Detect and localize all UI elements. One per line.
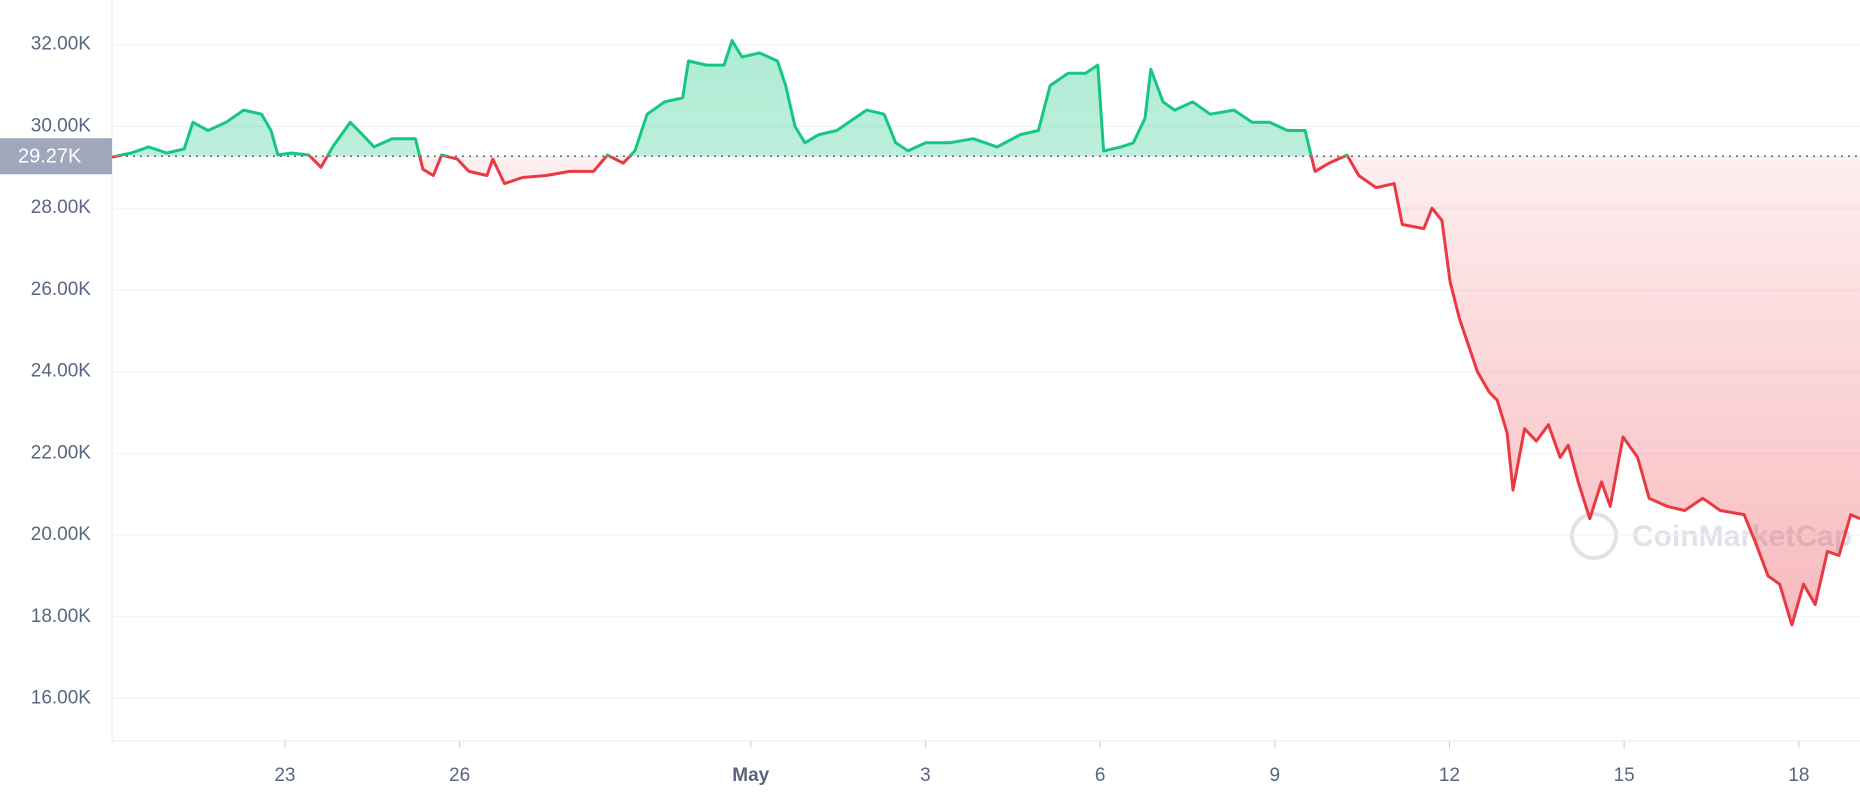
- price-line-up: [111, 39, 1350, 157]
- x-tick-label: 26: [449, 765, 470, 786]
- x-tick-label: 3: [920, 765, 931, 786]
- x-tick-label: 15: [1614, 765, 1635, 786]
- y-tick-label: 28.00K: [31, 197, 92, 218]
- x-tick-label: 18: [1788, 765, 1809, 786]
- y-tick-label: 18.00K: [31, 606, 92, 627]
- area-down: [112, 156, 1860, 625]
- baseline-label-box: [0, 138, 112, 175]
- y-tick-label: 20.00K: [31, 524, 92, 545]
- y-tick-label: 26.00K: [31, 279, 92, 300]
- x-tick-label: 12: [1439, 765, 1460, 786]
- y-tick-label: 16.00K: [31, 688, 92, 709]
- y-tick-label: 22.00K: [31, 442, 92, 463]
- x-tick-label: 23: [274, 765, 295, 786]
- price-line-down: [111, 156, 1860, 627]
- y-tick-label: 24.00K: [31, 361, 92, 382]
- baseline-label: 29.27K: [18, 146, 82, 168]
- x-tick-label: 6: [1095, 765, 1106, 786]
- y-tick-label: 32.00K: [31, 34, 92, 55]
- x-tick-label: 9: [1270, 765, 1281, 786]
- x-tick-label: May: [732, 765, 769, 786]
- y-tick-label: 30.00K: [31, 115, 92, 136]
